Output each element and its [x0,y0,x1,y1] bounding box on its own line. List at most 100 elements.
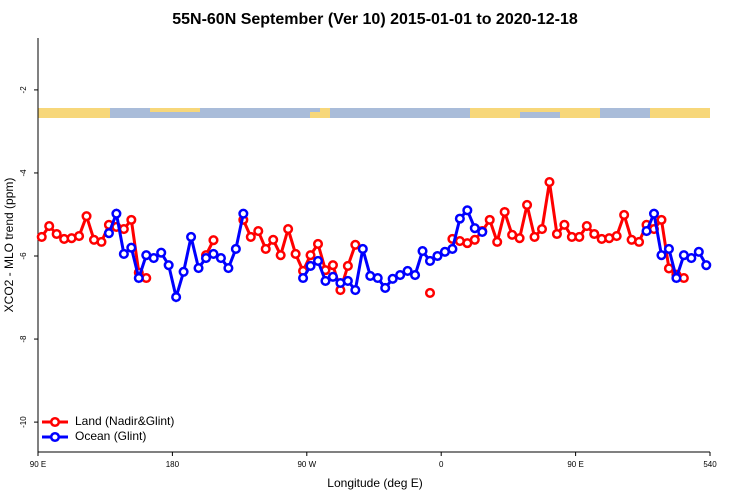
data-point [372,272,383,284]
data-point [312,238,324,250]
data-point [462,205,473,216]
data-point [268,234,279,245]
data-point [424,255,436,267]
data-point [118,248,129,259]
data-point [589,228,600,240]
y-tick-label: -8 [19,335,28,343]
data-point [193,262,204,274]
data-point [96,236,107,247]
data-point [634,236,645,247]
y-tick-label: -4 [19,169,28,177]
data-point [648,208,660,219]
data-point [522,199,533,210]
data-point [230,243,241,254]
data-point [581,221,592,232]
x-tick-label: 90 W [297,460,316,469]
legend-label: Land (Nadir&Glint) [75,414,174,428]
data-point [163,260,174,271]
data-point [417,245,428,257]
data-point [186,231,197,242]
data-point [327,271,338,282]
data-point [574,231,585,242]
data-point [126,214,137,225]
data-point [484,214,495,225]
data-point [693,246,704,257]
data-point [641,226,652,237]
data-point [559,219,570,230]
data-point [514,233,525,244]
data-point [410,270,421,281]
ocean-patch [150,112,310,118]
x-tick-label: 180 [166,460,180,469]
data-point [656,214,667,225]
data-point [492,236,503,247]
ocean-patch [600,108,650,118]
data-point [208,235,219,246]
data-point [178,266,189,277]
legend-marker [49,416,61,428]
ocean-patch [330,108,470,118]
data-point [544,177,555,188]
data-point [223,262,234,274]
data-point [36,231,47,242]
ocean-patch [520,112,560,118]
data-point [477,226,488,237]
data-point [619,209,630,220]
data-point [469,223,480,234]
y-axis-label: XCO2 - MLO trend (ppm) [2,178,16,313]
data-point [51,228,62,240]
data-point [133,272,144,284]
data-point [387,273,398,284]
data-point [283,223,294,235]
data-point [342,275,353,286]
data-point [298,272,309,284]
data-point [402,265,413,277]
data-point [305,250,316,261]
map-strip [38,108,710,118]
data-point [551,228,562,240]
data-point [156,247,167,258]
data-point [44,221,55,232]
data-point [454,213,465,224]
data-point [208,248,219,259]
data-point [200,253,212,264]
data-point [238,208,249,219]
data-point [499,206,510,218]
data-point [305,260,316,272]
data-point [529,231,540,242]
data-point [656,250,667,261]
data-point [686,253,697,264]
data-point [701,260,712,271]
x-tick-label: 90 E [30,460,46,469]
data-point [342,260,353,272]
data-point [395,270,406,281]
data-point [103,228,114,239]
x-tick-label: 540 [703,460,717,469]
data-point [447,243,458,254]
y-tick-label: -10 [19,416,28,428]
y-tick-label: -6 [19,252,28,260]
data-point [81,211,92,222]
data-point [111,208,122,219]
data-point [350,285,361,296]
data-point [432,250,443,262]
data-point [469,234,480,245]
data-point [275,250,286,261]
x-axis-label: Longitude (deg E) [327,476,422,490]
ocean-patch [200,108,320,112]
data-point [320,275,331,286]
x-tick-label: 0 [439,460,444,469]
series-line [107,207,708,303]
data-point [290,248,301,259]
data-point [171,292,182,303]
x-tick-label: 90 E [567,460,583,469]
data-point [663,243,674,254]
data-point [380,282,391,294]
data-point [663,263,674,274]
data-point [536,223,548,235]
data-point [74,231,85,242]
data-point [126,242,137,253]
y-tick-label: -2 [19,86,28,94]
